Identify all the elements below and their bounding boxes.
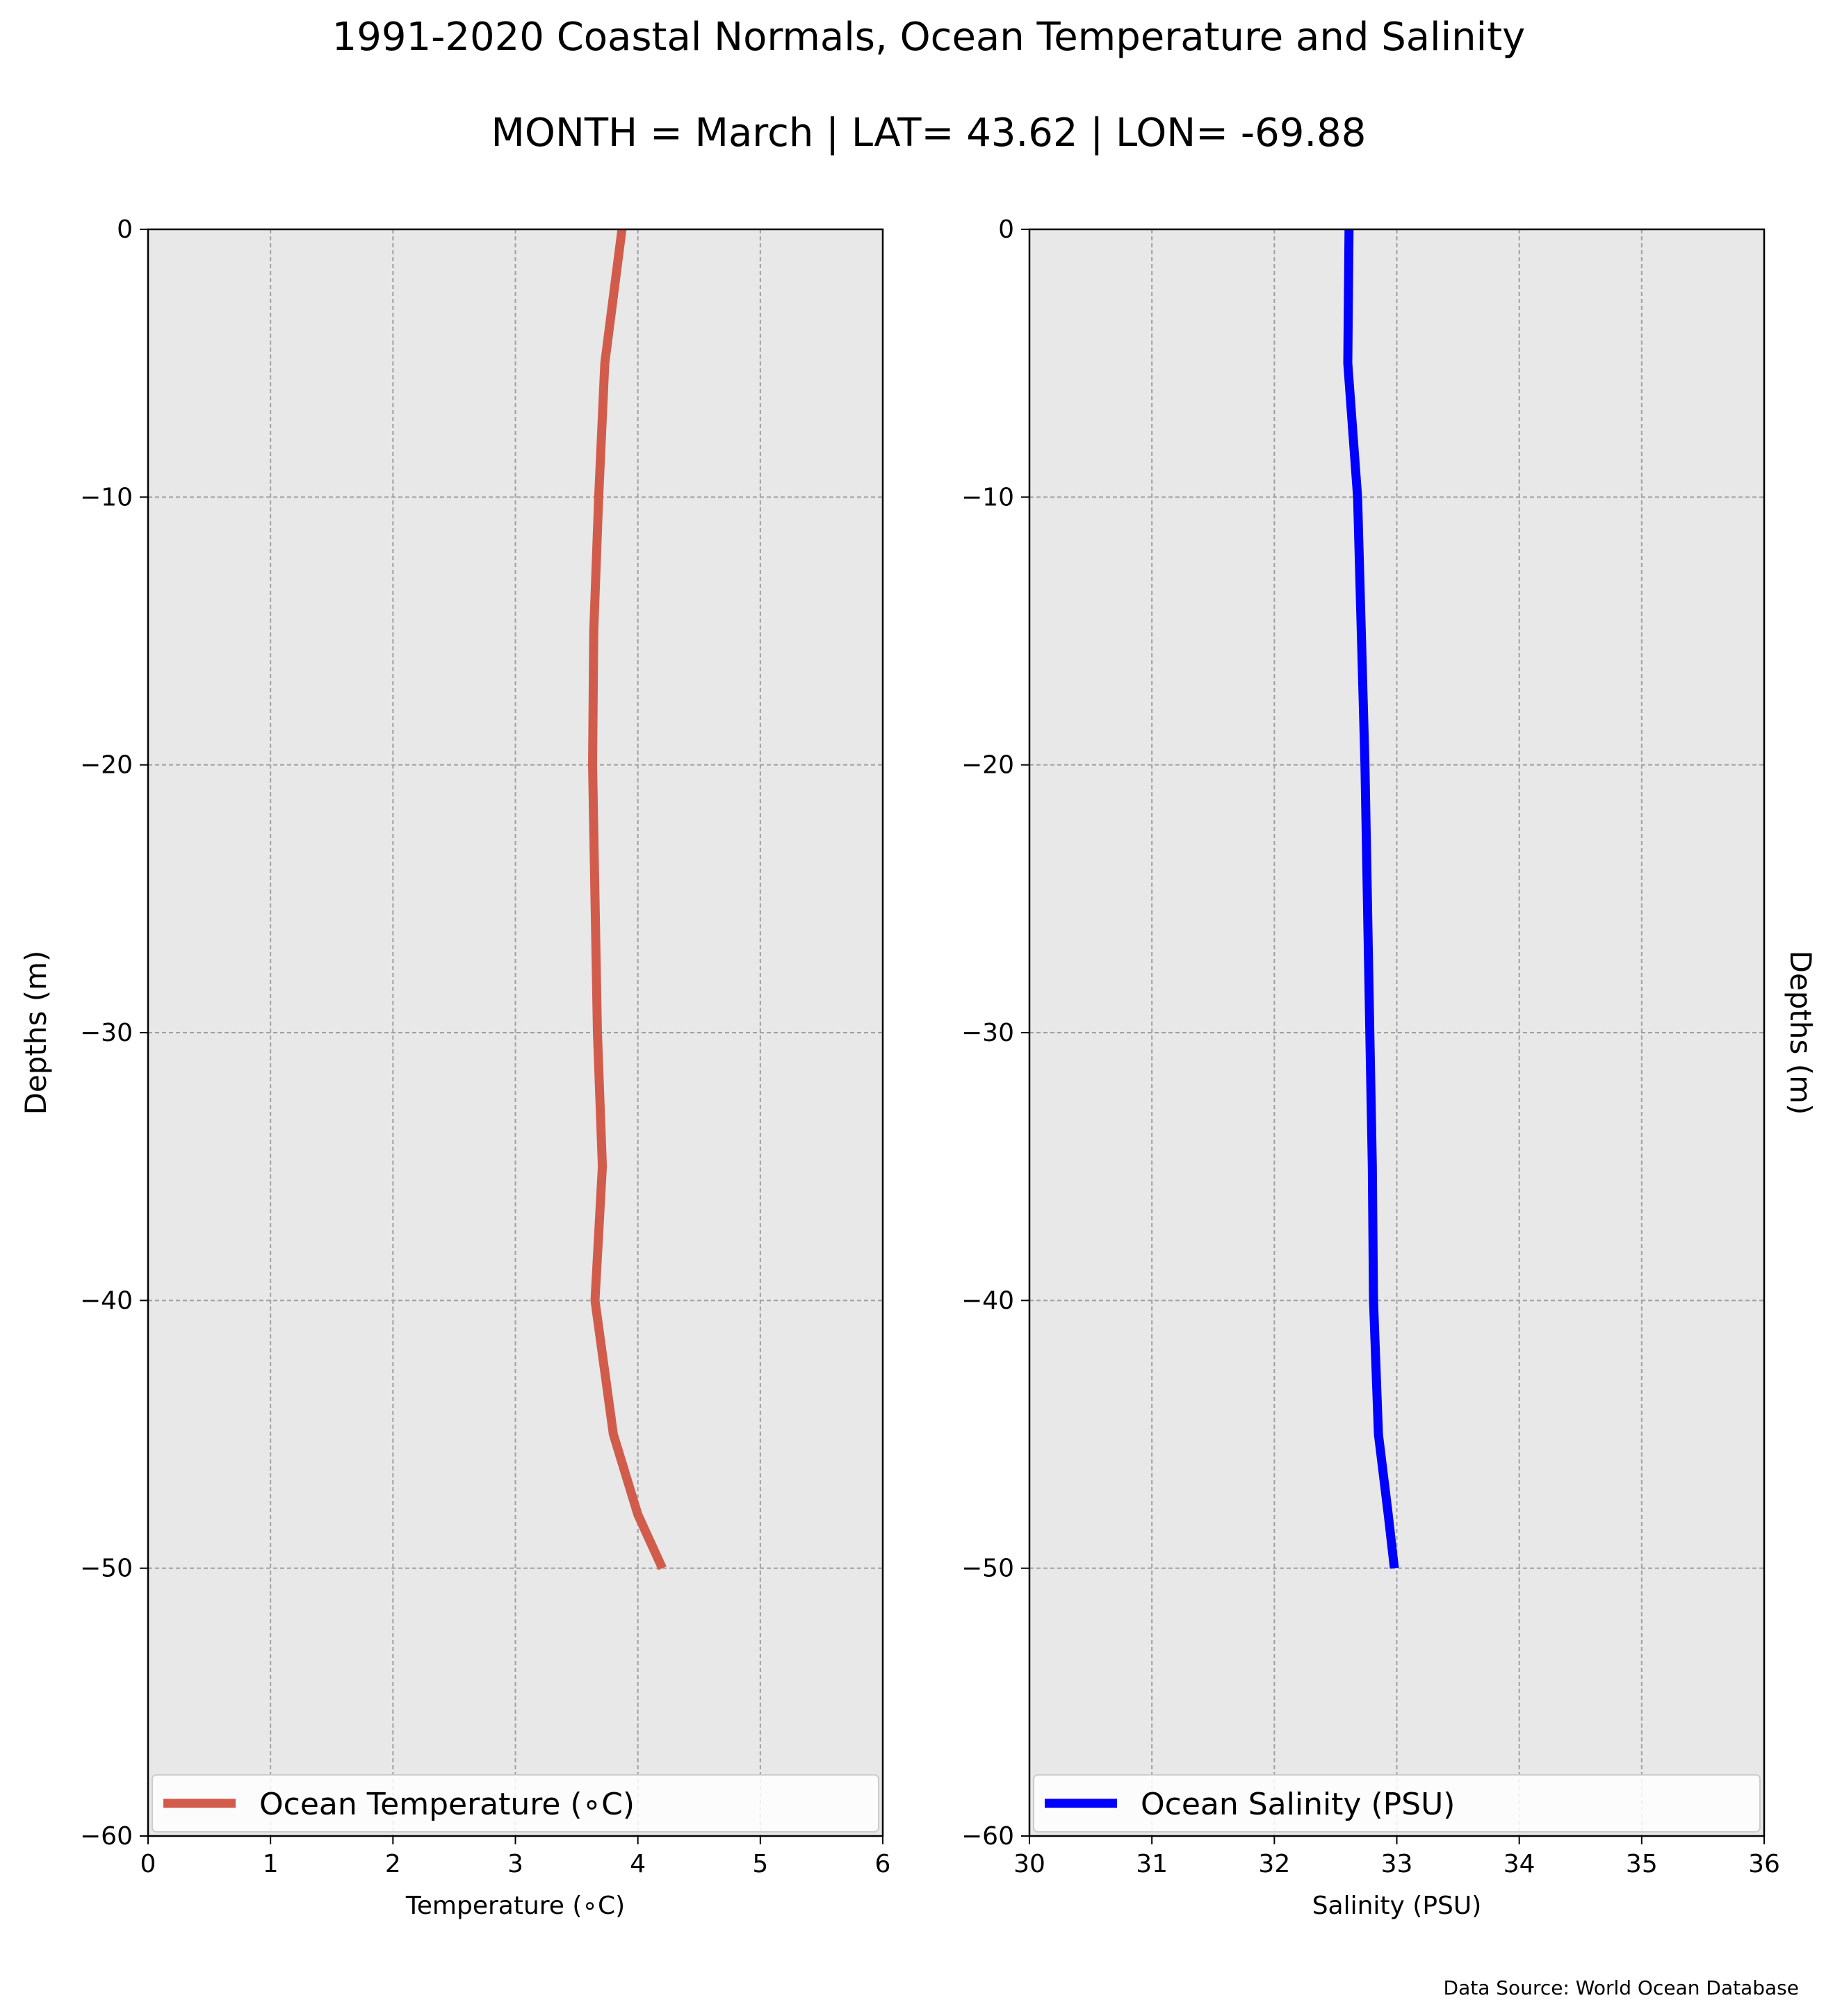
salinity-x-tick-label: 34 <box>1503 1850 1535 1878</box>
salinity-series-line <box>1343 229 1399 1569</box>
salinity-y-tick-label: −20 <box>961 751 1014 780</box>
temperature-x-tick-label: 2 <box>385 1850 401 1878</box>
temperature-y-tick-label: −50 <box>80 1555 133 1583</box>
temperature-series-line <box>587 229 667 1571</box>
salinity-x-tick-label: 36 <box>1748 1850 1780 1878</box>
temperature-y-tick-label: 0 <box>117 215 133 244</box>
salinity-plot-frame <box>1028 228 1766 1837</box>
temperature-y-tick-label: −60 <box>80 1822 133 1851</box>
salinity-panel: 30 31 32 33 34 35 36 0 −10 −20 −30 −40 −50 −60 Ocean S… <box>961 215 1818 1920</box>
salinity-x-tick-label: 32 <box>1258 1850 1290 1878</box>
temperature-y-tick-label: −20 <box>80 751 133 780</box>
temperature-x-tick-label: 3 <box>507 1850 523 1878</box>
temperature-y-tick-label: −40 <box>80 1286 133 1315</box>
temperature-x-tick-label: 5 <box>752 1850 768 1878</box>
temperature-panel: 0 1 2 3 4 5 6 0 −10 −20 −30 −40 −50 −60 Ocean Temperat… <box>19 215 890 1920</box>
temperature-x-tick-label: 6 <box>875 1850 891 1878</box>
temperature-x-axis-label: Temperature (∘C) <box>405 1892 625 1920</box>
salinity-x-tick-label: 33 <box>1381 1850 1413 1878</box>
temperature-plot-frame <box>147 228 884 1837</box>
temperature-x-tick-label: 0 <box>140 1850 156 1878</box>
temperature-y-tick-label: −30 <box>80 1019 133 1047</box>
temperature-legend-label: Ocean Temperature (∘C) <box>259 1787 635 1822</box>
salinity-legend-label: Ocean Salinity (PSU) <box>1141 1787 1455 1822</box>
temperature-y-axis-label: Depths (m) <box>19 951 53 1115</box>
salinity-x-axis-label: Salinity (PSU) <box>1312 1892 1482 1920</box>
salinity-legend-box <box>1033 1774 1761 1833</box>
temperature-y-tick-label: −10 <box>80 483 133 511</box>
salinity-y-axis-label: Depths (m) <box>1784 951 1818 1115</box>
salinity-x-tick-label: 35 <box>1626 1850 1658 1878</box>
temperature-x-tick-label: 1 <box>263 1850 279 1878</box>
salinity-x-tick-label: 31 <box>1136 1850 1168 1878</box>
temperature-x-tick-label: 4 <box>630 1850 646 1878</box>
temperature-legend: Ocean Temperature (∘C) <box>152 1774 879 1833</box>
source-note: Data Source: World Ocean Database <box>1444 1976 1799 1999</box>
salinity-y-tick-label: 0 <box>998 215 1014 244</box>
salinity-y-tick-label: −60 <box>961 1822 1014 1851</box>
salinity-y-tick-label: −10 <box>961 483 1014 511</box>
figure-title: 1991-2020 Coastal Normals, Ocean Tempera… <box>332 15 1526 60</box>
salinity-x-tick-label: 30 <box>1013 1850 1045 1878</box>
figure-subtitle: MONTH = March | LAT= 43.62 | LON= -69.88 <box>491 110 1367 156</box>
salinity-y-tick-label: −30 <box>961 1019 1014 1047</box>
temperature-legend-box <box>152 1774 879 1833</box>
salinity-legend: Ocean Salinity (PSU) <box>1033 1774 1761 1833</box>
salinity-y-tick-label: −50 <box>961 1555 1014 1583</box>
salinity-y-tick-label: −40 <box>961 1286 1014 1315</box>
